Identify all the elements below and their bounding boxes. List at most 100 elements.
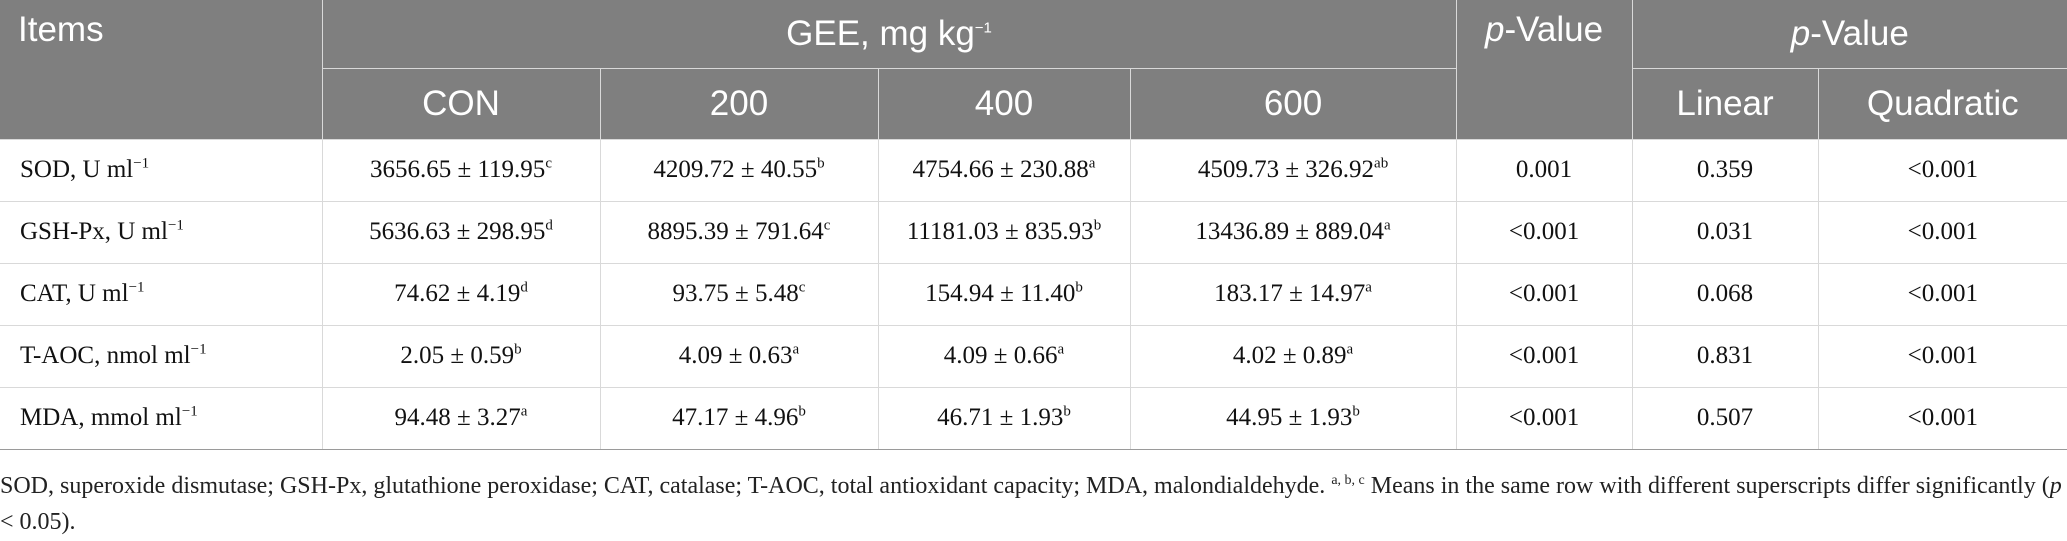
cell-superscript: a bbox=[1346, 341, 1354, 358]
cell-value: 2.05 ± 0.59 bbox=[400, 342, 515, 369]
cell-pvalue: <0.001 bbox=[1456, 201, 1633, 264]
cell-linear: 0.359 bbox=[1632, 139, 1819, 202]
cell-value: 94.48 ± 3.27 bbox=[394, 404, 521, 431]
cell-value: 4.09 ± 0.63 bbox=[678, 342, 793, 369]
cell-200: 93.75 ± 5.48c bbox=[600, 263, 879, 326]
footnote-text: SOD, superoxide dismutase; GSH-Px, gluta… bbox=[0, 473, 1332, 499]
header-group-400: 400 bbox=[878, 68, 1131, 140]
cell-superscript: b bbox=[1352, 403, 1360, 420]
row-item: SOD, U ml−1 bbox=[0, 139, 323, 202]
footnote-text-2: Means in the same row with different sup… bbox=[1364, 473, 2050, 499]
cell-value: 4.09 ± 0.66 bbox=[943, 342, 1058, 369]
cell-200: 4.09 ± 0.63a bbox=[600, 325, 879, 388]
cell-value: 8895.39 ± 791.64 bbox=[647, 218, 824, 245]
cell-400: 11181.03 ± 835.93b bbox=[878, 201, 1131, 264]
cell-value: 46.71 ± 1.93 bbox=[937, 404, 1064, 431]
row-item-sup: −1 bbox=[128, 279, 145, 296]
cell-400: 154.94 ± 11.40b bbox=[878, 263, 1131, 326]
header-gee-label: GEE, mg kg bbox=[786, 13, 975, 53]
header-quadratic: Quadratic bbox=[1818, 68, 2067, 140]
cell-superscript: a bbox=[520, 403, 528, 420]
cell-value: 4754.66 ± 230.88 bbox=[912, 156, 1089, 183]
results-table: Items GEE, mg kg−1 p-Value p-Value CON 2… bbox=[0, 0, 2067, 450]
cell-superscript: d bbox=[520, 279, 528, 296]
cell-600: 13436.89 ± 889.04a bbox=[1130, 201, 1457, 264]
cell-400: 46.71 ± 1.93b bbox=[878, 387, 1131, 450]
cell-con: 5636.63 ± 298.95d bbox=[322, 201, 601, 264]
cell-pvalue: <0.001 bbox=[1456, 325, 1633, 388]
header-group-con: CON bbox=[322, 68, 601, 140]
header-pvalue-contrast-rest: -Value bbox=[1810, 13, 1909, 53]
cell-superscript: b bbox=[1075, 279, 1083, 296]
cell-400: 4.09 ± 0.66a bbox=[878, 325, 1131, 388]
cell-value: 4209.72 ± 40.55 bbox=[653, 156, 818, 183]
cell-600: 4509.73 ± 326.92ab bbox=[1130, 139, 1457, 202]
cell-value: 154.94 ± 11.40 bbox=[925, 280, 1076, 307]
row-item: GSH-Px, U ml−1 bbox=[0, 201, 323, 264]
data-table-container: Items GEE, mg kg−1 p-Value p-Value CON 2… bbox=[0, 0, 2067, 450]
cell-superscript: b bbox=[1063, 403, 1071, 420]
cell-value: 93.75 ± 5.48 bbox=[672, 280, 799, 307]
cell-pvalue: <0.001 bbox=[1456, 263, 1633, 326]
cell-quadratic: <0.001 bbox=[1818, 387, 2067, 450]
cell-value: 11181.03 ± 835.93 bbox=[906, 218, 1094, 245]
cell-value: 4509.73 ± 326.92 bbox=[1197, 156, 1375, 183]
cell-600: 183.17 ± 14.97a bbox=[1130, 263, 1457, 326]
cell-value: 47.17 ± 4.96 bbox=[672, 404, 799, 431]
table-row: SOD, U ml−1 3656.65 ± 119.95c 4209.72 ± … bbox=[0, 139, 2067, 202]
row-item-sup: −1 bbox=[181, 403, 198, 420]
cell-linear: 0.031 bbox=[1632, 201, 1819, 264]
row-item-sup: −1 bbox=[190, 341, 207, 358]
cell-value: 74.62 ± 4.19 bbox=[394, 280, 521, 307]
cell-con: 2.05 ± 0.59b bbox=[322, 325, 601, 388]
cell-quadratic: <0.001 bbox=[1818, 139, 2067, 202]
cell-value: 13436.89 ± 889.04 bbox=[1195, 218, 1385, 245]
header-pvalue: p-Value bbox=[1456, 0, 1633, 140]
cell-value: 5636.63 ± 298.95 bbox=[369, 218, 546, 245]
row-item: T-AOC, nmol ml−1 bbox=[0, 325, 323, 388]
cell-superscript: c bbox=[545, 155, 552, 172]
cell-value: 183.17 ± 14.97 bbox=[1214, 280, 1366, 307]
header-pvalue-contrast-p: p bbox=[1790, 13, 1811, 53]
cell-200: 4209.72 ± 40.55b bbox=[600, 139, 879, 202]
header-gee-sup: −1 bbox=[974, 19, 992, 37]
footnote-p-italic: p bbox=[2049, 473, 2062, 499]
table-row: T-AOC, nmol ml−1 2.05 ± 0.59b 4.09 ± 0.6… bbox=[0, 325, 2067, 388]
cell-superscript: c bbox=[823, 217, 831, 234]
cell-linear: 0.831 bbox=[1632, 325, 1819, 388]
cell-200: 8895.39 ± 791.64c bbox=[600, 201, 879, 264]
header-group-200: 200 bbox=[600, 68, 879, 140]
row-item: MDA, mmol ml−1 bbox=[0, 387, 323, 450]
row-item-label: CAT, U ml bbox=[20, 280, 129, 307]
footnote-text-3: < 0.05). bbox=[0, 509, 76, 535]
header-pvalue-rest: -Value bbox=[1504, 10, 1604, 49]
cell-superscript: c bbox=[798, 279, 806, 296]
cell-pvalue: <0.001 bbox=[1456, 387, 1633, 450]
row-item-sup: −1 bbox=[167, 217, 184, 234]
table-header: Items GEE, mg kg−1 p-Value p-Value CON 2… bbox=[0, 0, 2067, 140]
cell-superscript: a bbox=[1057, 341, 1065, 358]
cell-200: 47.17 ± 4.96b bbox=[600, 387, 879, 450]
cell-superscript: b bbox=[514, 341, 522, 358]
header-gee: GEE, mg kg−1 bbox=[322, 0, 1457, 69]
table-footnote: SOD, superoxide dismutase; GSH-Px, gluta… bbox=[0, 468, 2067, 540]
cell-con: 74.62 ± 4.19d bbox=[322, 263, 601, 326]
cell-superscript: a bbox=[1384, 217, 1391, 234]
cell-superscript: a bbox=[792, 341, 800, 358]
cell-con: 3656.65 ± 119.95c bbox=[322, 139, 601, 202]
header-pvalue-contrast: p-Value bbox=[1632, 0, 2067, 69]
header-group-600: 600 bbox=[1130, 68, 1457, 140]
row-item-label: MDA, mmol ml bbox=[20, 404, 182, 431]
cell-pvalue: 0.001 bbox=[1456, 139, 1633, 202]
cell-superscript: b bbox=[1093, 217, 1102, 234]
cell-600: 44.95 ± 1.93b bbox=[1130, 387, 1457, 450]
cell-quadratic: <0.001 bbox=[1818, 263, 2067, 326]
row-item-label: GSH-Px, U ml bbox=[20, 218, 168, 245]
cell-600: 4.02 ± 0.89a bbox=[1130, 325, 1457, 388]
header-items: Items bbox=[0, 0, 323, 140]
cell-value: 3656.65 ± 119.95 bbox=[370, 156, 546, 183]
table-row: MDA, mmol ml−1 94.48 ± 3.27a 47.17 ± 4.9… bbox=[0, 387, 2067, 450]
cell-superscript: ab bbox=[1374, 155, 1389, 172]
cell-superscript: b bbox=[817, 155, 825, 172]
row-item-label: SOD, U ml bbox=[20, 156, 134, 183]
